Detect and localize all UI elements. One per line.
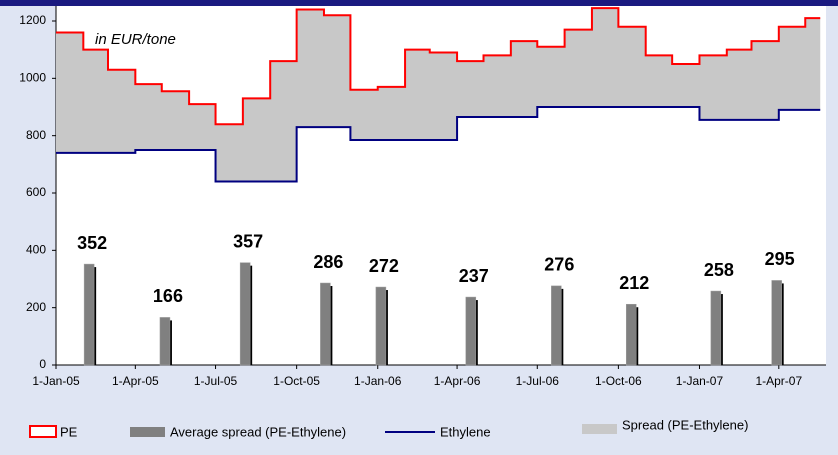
data-label: 276: [544, 255, 574, 275]
data-label: 357: [233, 231, 263, 251]
bar: [710, 290, 722, 366]
data-label: 237: [459, 266, 489, 286]
top-band: [0, 0, 838, 6]
y-tick-label: 1000: [19, 71, 46, 85]
bar: [551, 285, 562, 366]
bar: [465, 296, 477, 366]
annotation: in EUR/tone: [95, 31, 176, 48]
data-label: 258: [704, 260, 734, 280]
legend-label: PE: [60, 424, 78, 439]
x-tick-label: 1-Jul-06: [516, 374, 560, 388]
step-line: [56, 7, 821, 126]
y-tick-label: 200: [26, 300, 46, 314]
x-tick-label: 1-Oct-06: [595, 374, 642, 388]
legend-swatch: [130, 427, 165, 437]
bar: [375, 286, 387, 366]
y-tick-label: 800: [26, 128, 46, 142]
data-label: 212: [619, 273, 649, 293]
legend-label: Average spread (PE-Ethylene): [170, 424, 346, 439]
x-tick-label: 1-Oct-05: [273, 374, 320, 388]
data-label: 352: [77, 233, 107, 253]
legend-swatch: [582, 424, 617, 434]
data-label: 295: [765, 249, 795, 269]
bar: [83, 263, 95, 366]
y-tick-label: 600: [26, 185, 46, 199]
data-label: 286: [313, 252, 343, 272]
x-tick-label: 1-Jan-07: [676, 374, 724, 388]
bar: [771, 280, 782, 366]
bar: [320, 282, 331, 366]
y-tick-label: 1200: [19, 13, 46, 27]
y-tick-label: 0: [39, 357, 46, 371]
legend-swatch: [29, 425, 57, 438]
bar: [159, 317, 171, 366]
x-tick-label: 1-Jul-05: [194, 374, 238, 388]
bar: [625, 303, 637, 366]
legend-label: Ethylene: [440, 424, 491, 439]
x-tick-label: 1-Jan-06: [354, 374, 402, 388]
x-tick-label: 1-Jan-05: [32, 374, 80, 388]
y-tick-label: 400: [26, 243, 46, 257]
x-tick-label: 1-Apr-06: [434, 374, 481, 388]
spread-area: [56, 8, 821, 182]
x-tick-label: 1-Apr-07: [755, 374, 802, 388]
data-label: 272: [369, 256, 399, 276]
step-line: [56, 106, 821, 183]
legend-label: Spread (PE-Ethylene): [622, 417, 748, 432]
bar: [239, 262, 251, 366]
x-tick-label: 1-Apr-05: [112, 374, 159, 388]
data-label: 166: [153, 286, 183, 306]
